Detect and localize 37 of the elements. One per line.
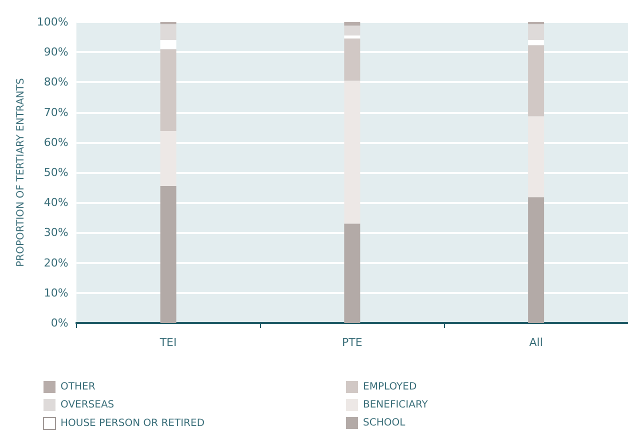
y-axis-title: PROPORTION OF TERTIARY ENTRANTS xyxy=(16,78,26,267)
bar xyxy=(528,197,544,323)
y-tick-label: 80% xyxy=(44,76,68,89)
x-tick-label: PTE xyxy=(342,336,362,349)
y-tick-label: 20% xyxy=(44,256,68,270)
bar xyxy=(344,26,360,36)
bar xyxy=(160,186,176,323)
x-tick-label: TEI xyxy=(158,336,177,349)
bar xyxy=(344,38,360,81)
legend-label: BENEFICIARY xyxy=(363,400,429,410)
bar xyxy=(528,45,544,116)
y-tick-label: 30% xyxy=(44,226,68,240)
bar xyxy=(528,116,544,198)
bar xyxy=(160,40,176,50)
y-tick-label: 70% xyxy=(44,106,68,119)
y-tick-label: 10% xyxy=(44,286,68,300)
bar xyxy=(344,80,360,224)
y-tick-label: 90% xyxy=(44,46,68,59)
legend-label: SCHOOL xyxy=(363,418,406,428)
legend-label: HOUSE PERSON OR RETIRED xyxy=(60,418,205,429)
legend-label: OTHER xyxy=(60,382,96,392)
bar xyxy=(344,22,360,26)
bar xyxy=(344,224,360,323)
y-tick-label: 40% xyxy=(44,196,68,210)
y-tick-label: 0% xyxy=(50,316,68,330)
y-tick-label: 100% xyxy=(36,16,68,28)
bar xyxy=(160,130,176,186)
x-tick-label: All xyxy=(529,336,543,349)
y-tick-label: 50% xyxy=(44,166,68,179)
bar xyxy=(528,24,544,40)
y-tick-label: 60% xyxy=(44,136,68,149)
bar xyxy=(528,40,544,46)
bar xyxy=(160,24,176,40)
bar xyxy=(160,49,176,131)
legend-label: EMPLOYED xyxy=(363,382,417,392)
bar xyxy=(344,36,360,39)
legend-label: OVERSEAS xyxy=(60,400,114,410)
